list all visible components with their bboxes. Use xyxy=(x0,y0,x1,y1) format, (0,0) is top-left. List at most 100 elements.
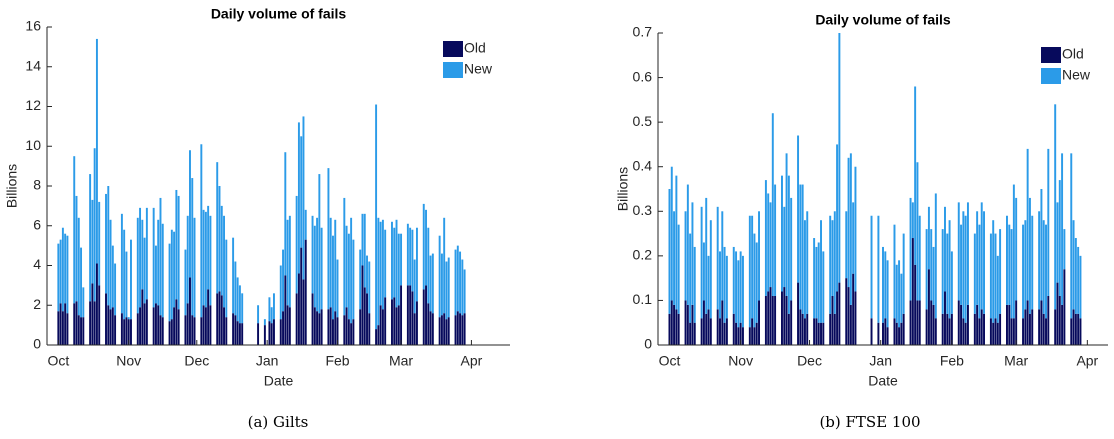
bar-segment xyxy=(397,305,400,345)
bar-segment xyxy=(59,303,62,345)
bar-segment xyxy=(279,319,282,345)
bar-segment xyxy=(854,291,857,345)
bar-segment xyxy=(709,318,712,345)
bar-segment xyxy=(783,287,786,345)
bar-segment xyxy=(1047,148,1050,296)
bar-segment xyxy=(966,202,969,305)
bar-segment xyxy=(141,289,144,345)
bar-segment xyxy=(737,260,740,328)
bar-segment xyxy=(157,305,160,345)
bar-segment xyxy=(932,304,935,345)
bar-segment xyxy=(838,282,841,345)
bar-segment xyxy=(799,184,802,310)
bar-segment xyxy=(111,245,114,308)
bar-segment xyxy=(152,207,155,308)
bar-segment xyxy=(425,285,427,345)
bar-segment xyxy=(431,253,434,314)
bar-segment xyxy=(668,313,671,345)
bar-segment xyxy=(406,223,409,286)
bar-segment xyxy=(200,317,203,345)
bar-segment xyxy=(361,265,364,345)
bar-segment xyxy=(1054,309,1057,345)
bar-segment xyxy=(154,245,157,304)
bar-segment xyxy=(320,309,323,345)
bar-segment xyxy=(236,277,239,322)
bar-segment xyxy=(64,233,67,304)
bar-segment xyxy=(379,221,382,306)
bar-segment xyxy=(741,255,744,328)
bar-segment xyxy=(739,322,742,345)
bar-segment xyxy=(790,300,793,345)
bar-segment xyxy=(1074,313,1077,345)
bar-segment xyxy=(82,317,85,345)
bar-segment xyxy=(411,291,414,345)
bar-segment xyxy=(384,229,387,298)
bar-segment xyxy=(59,239,62,304)
y-tick-label: 0.6 xyxy=(633,68,653,84)
bar-segment xyxy=(716,309,719,345)
x-tick-label: Jan xyxy=(256,353,279,369)
bar-segment xyxy=(831,295,834,345)
bar-segment xyxy=(202,305,205,345)
bar-segment xyxy=(785,153,788,296)
bar-segment xyxy=(139,207,142,308)
bar-segment xyxy=(884,251,887,319)
bar-segment xyxy=(700,206,703,319)
bar-segment xyxy=(125,251,128,318)
bar-segment xyxy=(170,229,173,320)
bar-segment xyxy=(422,203,425,290)
bar-segment xyxy=(300,247,303,345)
legend-label: Old xyxy=(464,40,486,56)
bar-segment xyxy=(815,318,818,345)
bar-segment xyxy=(89,301,92,345)
bar-segment xyxy=(427,227,430,304)
bar-segment xyxy=(347,319,350,345)
bar-segment xyxy=(395,219,398,308)
bar-segment xyxy=(304,239,307,345)
bar-segment xyxy=(797,282,800,345)
bar-segment xyxy=(272,319,275,345)
bar-segment xyxy=(702,300,705,345)
bar-segment xyxy=(801,313,804,345)
bar-segment xyxy=(847,287,850,345)
y-axis-label: Billions xyxy=(4,164,20,208)
bar-segment xyxy=(1079,255,1082,319)
legend-swatch xyxy=(443,62,463,78)
bar-segment xyxy=(723,322,726,345)
bar-segment xyxy=(393,297,396,345)
x-tick-label: Nov xyxy=(728,353,753,369)
y-tick-label: 0.5 xyxy=(633,113,653,129)
bar-segment xyxy=(359,249,362,310)
bar-segment xyxy=(693,246,696,323)
bar-segment xyxy=(764,180,767,296)
bar-segment xyxy=(311,215,314,294)
bar-segment xyxy=(379,305,382,345)
bar-segment xyxy=(673,304,676,345)
bar-segment xyxy=(902,233,905,314)
bar-segment xyxy=(336,259,339,318)
bar-segment xyxy=(313,307,316,345)
bar-segment xyxy=(89,174,92,302)
bar-segment xyxy=(241,293,244,324)
bar-segment xyxy=(1077,313,1080,345)
bar-segment xyxy=(964,215,967,323)
bar-segment xyxy=(391,299,393,345)
bar-segment xyxy=(895,264,898,323)
bar-segment xyxy=(461,315,464,345)
bar-segment xyxy=(1022,224,1025,319)
bar-segment xyxy=(225,317,228,345)
bar-segment xyxy=(758,211,760,301)
x-tick-label: Feb xyxy=(940,353,964,369)
bar-segment xyxy=(930,229,933,301)
bar-segment xyxy=(393,227,396,298)
bar-segment xyxy=(748,327,751,345)
bar-segment xyxy=(95,38,98,264)
bar-segment xyxy=(1061,153,1064,305)
bar-segment xyxy=(109,309,112,345)
bar-segment xyxy=(735,251,738,323)
bar-segment xyxy=(838,33,841,283)
bar-segment xyxy=(284,152,287,276)
bar-segment xyxy=(980,309,983,345)
bar-segment xyxy=(989,318,992,345)
bar-segment xyxy=(983,211,985,314)
